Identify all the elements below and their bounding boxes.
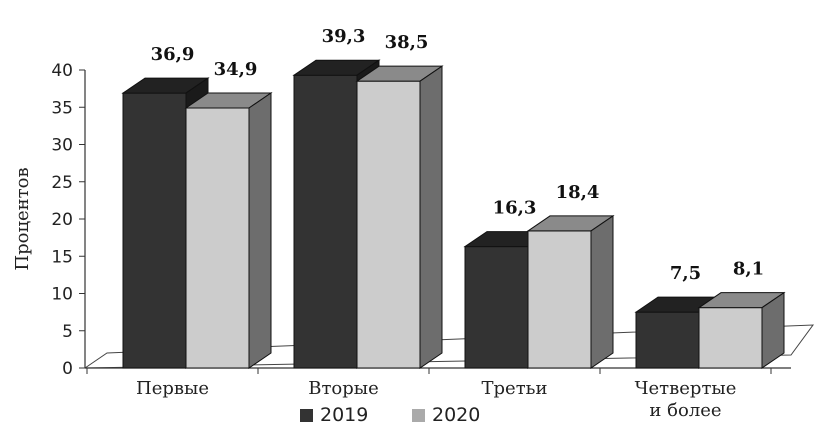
category-label: Вторые <box>308 378 379 399</box>
bar-front <box>122 92 187 369</box>
bar-front <box>293 74 358 369</box>
bar-2020-2 <box>526 214 615 369</box>
y-tick-label: 20 <box>51 210 73 230</box>
y-tick-label: 0 <box>62 359 73 379</box>
category-label-line: Четвертые <box>635 378 737 399</box>
data-label: 38,5 <box>385 32 429 53</box>
bar-side <box>590 214 614 369</box>
data-label: 39,3 <box>322 26 366 47</box>
y-axis-label: Процентов <box>12 167 33 270</box>
category-label-line: Первые <box>136 378 209 399</box>
data-label: 36,9 <box>151 44 195 65</box>
bar-front <box>185 107 250 369</box>
y-tick-label: 10 <box>51 285 73 305</box>
data-label: 16,3 <box>493 198 537 219</box>
bar-side <box>761 291 785 369</box>
category-label-line: Вторые <box>308 378 379 399</box>
legend-item-2019: 2019 <box>300 404 368 426</box>
bar-2020-3 <box>697 291 786 369</box>
y-tick-label: 30 <box>51 136 73 156</box>
bar-2020-0 <box>184 92 273 369</box>
legend-swatch <box>300 409 313 422</box>
y-tick-label: 5 <box>62 322 73 342</box>
y-tick-label: 15 <box>51 247 73 267</box>
bar-front <box>356 80 421 369</box>
data-label: 8,1 <box>733 259 764 280</box>
data-label: 34,9 <box>214 59 258 80</box>
data-label: 7,5 <box>670 263 701 284</box>
y-tick-label: 40 <box>51 61 73 81</box>
legend-label: 2019 <box>320 404 368 426</box>
bar-side <box>248 92 272 369</box>
bar-side <box>419 65 443 369</box>
legend-swatch <box>412 409 425 422</box>
category-label: Третьи <box>482 378 548 399</box>
bar-front <box>698 307 763 369</box>
legend-label: 2020 <box>432 404 480 426</box>
legend-item-2020: 2020 <box>412 404 480 426</box>
bar-front <box>464 246 529 369</box>
category-label: Первые <box>136 378 209 399</box>
bar-2020-1 <box>355 65 444 369</box>
bar-front <box>635 311 700 369</box>
category-label-line: Третьи <box>482 378 548 399</box>
category-label: Четвертые и более <box>635 378 737 421</box>
y-tick-label: 25 <box>51 173 73 193</box>
bar-front <box>527 230 592 369</box>
data-label: 18,4 <box>556 182 600 203</box>
category-label-line: и более <box>649 400 721 421</box>
y-tick-label: 35 <box>51 98 73 118</box>
